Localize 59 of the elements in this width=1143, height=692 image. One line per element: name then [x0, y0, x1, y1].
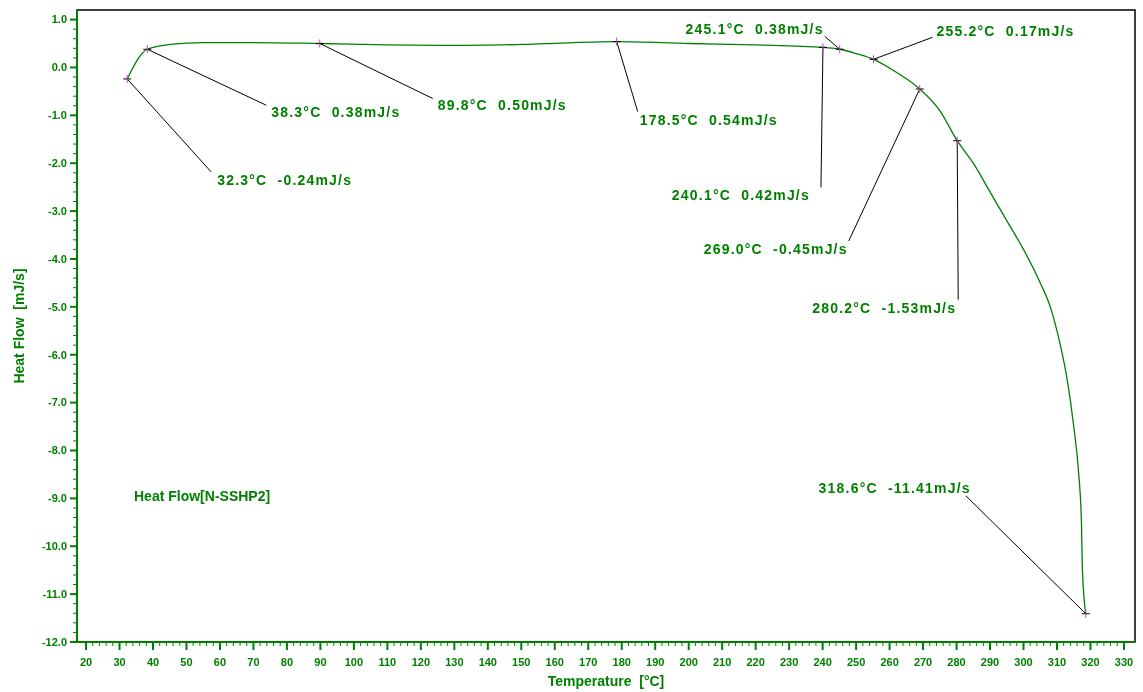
annotation: 280.2°C -1.53mJ/s — [812, 299, 957, 316]
y-tick-label: -4.0 — [48, 252, 67, 265]
x-tick-label: 90 — [314, 656, 327, 668]
x-tick-label: 150 — [512, 656, 531, 668]
x-tick-label: 250 — [846, 656, 866, 668]
x-tick-label: 270 — [913, 656, 933, 668]
x-tick-label: 320 — [1081, 656, 1100, 668]
y-tick-label: -11.0 — [42, 587, 67, 600]
x-tick-label: 60 — [213, 656, 227, 668]
y-tick-label: -10.0 — [41, 540, 67, 553]
y-tick-label: -7.0 — [48, 396, 67, 409]
x-axis-title: Temperature [°C] — [547, 673, 665, 689]
y-tick-label: 0.0 — [51, 61, 67, 74]
x-tick-label: 310 — [1047, 656, 1067, 668]
annotation: 318.6°C -11.41mJ/s — [818, 479, 971, 496]
x-tick-label: 110 — [378, 656, 397, 668]
x-tick-label: 330 — [1114, 656, 1134, 668]
y-tick-label: -3.0 — [48, 204, 67, 217]
annotation: 178.5°C 0.54mJ/s — [639, 111, 778, 128]
x-tick-label: 240 — [813, 656, 832, 668]
y-tick-label: -9.0 — [48, 492, 67, 505]
x-tick-label: 130 — [445, 656, 464, 668]
y-tick-label: -1.0 — [48, 109, 67, 122]
y-tick-label: -8.0 — [48, 444, 67, 457]
x-tick-label: 290 — [980, 656, 1000, 668]
x-tick-label: 210 — [713, 656, 732, 668]
x-tick-label: 40 — [146, 656, 160, 668]
annotation: 38.3°C 0.38mJ/s — [271, 104, 401, 121]
x-tick-label: 170 — [579, 656, 598, 668]
y-tick-label: -2.0 — [48, 157, 67, 170]
x-tick-label: 50 — [180, 656, 193, 668]
annotation: 89.8°C 0.50mJ/s — [437, 97, 567, 114]
annotation: 240.1°C 0.42mJ/s — [671, 187, 810, 204]
x-tick-label: 160 — [545, 656, 564, 668]
x-tick-label: 280 — [947, 656, 966, 668]
y-tick-label: -12.0 — [41, 635, 67, 648]
x-tick-label: 30 — [113, 656, 126, 668]
annotation: 32.3°C -0.24mJ/s — [217, 171, 353, 188]
x-tick-label: 190 — [646, 656, 665, 668]
x-tick-label: 180 — [612, 656, 631, 668]
x-tick-label: 200 — [679, 656, 698, 668]
y-tick-label: -6.0 — [48, 348, 67, 361]
x-tick-label: 140 — [478, 656, 497, 668]
x-tick-label: 100 — [344, 656, 364, 668]
x-tick-label: 230 — [779, 656, 799, 668]
x-tick-label: 220 — [746, 656, 765, 668]
annotation: 255.2°C 0.17mJ/s — [936, 23, 1075, 40]
annotation: 269.0°C -0.45mJ/s — [703, 240, 848, 257]
annotation: 245.1°C 0.38mJ/s — [685, 21, 824, 38]
y-axis-title: Heat Flow [mJ/s] — [11, 268, 27, 384]
x-tick-label: 120 — [411, 656, 431, 668]
x-tick-label: 80 — [280, 656, 294, 668]
text: Heat Flow[N-SSHP2] — [134, 487, 271, 504]
y-tick-label: 1.0 — [51, 13, 67, 26]
y-tick-label: -5.0 — [48, 300, 67, 313]
x-tick-label: 260 — [880, 656, 899, 668]
x-tick-label: 20 — [79, 656, 93, 668]
x-tick-label: 70 — [247, 656, 260, 668]
x-tick-label: 300 — [1014, 656, 1033, 668]
